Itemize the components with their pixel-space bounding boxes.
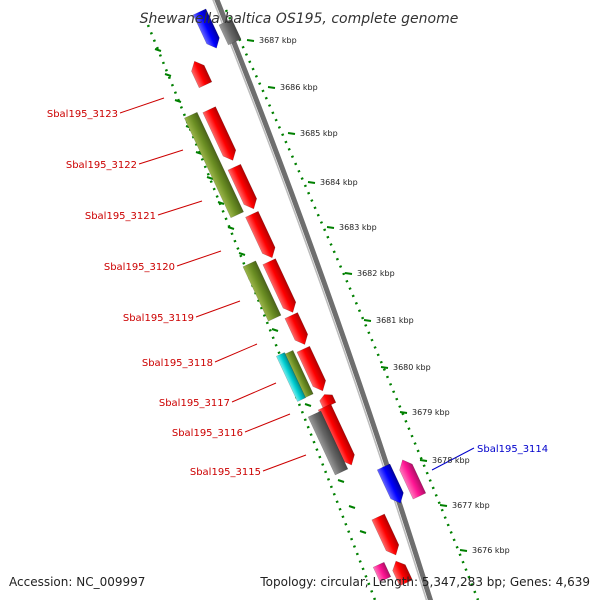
gene-feature-olive[interactable] [242, 260, 282, 322]
gene-feature-cyan[interactable] [276, 352, 306, 402]
gene-label[interactable]: Sbal195_3122 [66, 160, 137, 171]
gene-leader-line [119, 97, 165, 114]
inner-tick-mark [304, 403, 312, 407]
gene-feature-red[interactable] [227, 163, 260, 212]
kbp-tick-mark [439, 504, 448, 507]
gene-leader-line [431, 447, 475, 471]
gene-feature-red[interactable] [284, 312, 311, 348]
gene-feature-pink[interactable] [372, 561, 392, 583]
gene-label[interactable]: Sbal195_3115 [190, 467, 261, 478]
kbp-label: 3683 kbp [339, 223, 377, 232]
backbone-line [214, 0, 434, 600]
inner-tick-mark [238, 252, 246, 256]
inner-tick-mark [217, 201, 225, 205]
gene-leader-line [244, 413, 291, 433]
gene-leader-line [231, 382, 277, 403]
inner-tick-mark [271, 328, 279, 332]
inner-tick-mark [359, 530, 367, 534]
kbp-tick-mark [419, 459, 428, 462]
gene-feature-gray[interactable] [218, 18, 242, 46]
kbp-tick-mark [459, 549, 468, 552]
labels: 3687 kbp 3686 kbp 3685 kbp 3684 kbp 3683 kbp… [47, 36, 548, 555]
gene-label[interactable]: Sbal195_3119 [123, 313, 194, 324]
kbp-tick-mark [246, 39, 255, 42]
gene-feature-red[interactable] [245, 210, 279, 260]
inner-tick-guide [146, 24, 377, 600]
kbp-tick-mark [363, 319, 372, 322]
kbp-label: 3686 kbp [280, 83, 318, 92]
inner-tick-mark [174, 99, 182, 103]
kbp-tick-mark [380, 366, 389, 369]
gene-feature-red[interactable] [371, 513, 402, 558]
gene-label[interactable]: Sbal195_3118 [142, 358, 213, 369]
kbp-tick-mark [344, 272, 353, 275]
gene-label[interactable]: Sbal195_3114 [477, 444, 548, 455]
inner-tick-mark [337, 479, 345, 483]
label-leader-lines [119, 97, 475, 472]
gene-feature-gray[interactable] [307, 410, 349, 476]
inner-tick-mark [348, 505, 356, 509]
gene-feature-blue[interactable] [376, 463, 407, 506]
kbp-tick-mark [287, 132, 296, 135]
kbp-label: 3680 kbp [393, 363, 431, 372]
gene-feature-blue[interactable] [192, 8, 223, 51]
outer-tick-guide [224, 9, 480, 600]
gene-feature-pink[interactable] [396, 457, 427, 500]
inner-tick-mark [164, 73, 172, 77]
map-title: Shewanella baltica OS195, complete genom… [140, 11, 459, 27]
kbp-label: 3687 kbp [259, 36, 297, 45]
gene-label[interactable]: Sbal195_3117 [159, 398, 230, 409]
gene-feature-olive[interactable] [184, 111, 244, 219]
gene-leader-line [262, 454, 307, 472]
gene-feature-red[interactable] [202, 106, 239, 164]
kbp-tick-mark [267, 86, 276, 89]
gene-leader-line [138, 149, 184, 165]
kbp-label: 3685 kbp [300, 129, 338, 138]
inner-tick-mark [206, 176, 214, 180]
gene-label[interactable]: Sbal195_3123 [47, 109, 118, 120]
kbp-label: 3679 kbp [412, 408, 450, 417]
gene-feature-red[interactable] [262, 258, 299, 316]
kbp-tick-mark [307, 181, 316, 184]
kbp-label: 3684 kbp [320, 178, 358, 187]
kbp-tick-mark [399, 411, 408, 414]
gene-feature-red[interactable] [390, 558, 413, 587]
kbp-label: 3677 kbp [452, 501, 490, 510]
genome-backbone [212, 0, 434, 600]
tick-marks [146, 9, 480, 600]
inner-tick-mark [227, 226, 235, 230]
gene-leader-line [157, 200, 203, 216]
gene-feature-red[interactable] [296, 345, 329, 394]
backbone-highlight [212, 0, 428, 600]
gene-leader-line [176, 250, 222, 267]
gene-feature-red[interactable] [188, 58, 213, 89]
gene-label[interactable]: Sbal195_3116 [172, 428, 243, 439]
gene-label[interactable]: Sbal195_3120 [104, 262, 175, 273]
kbp-label: 3676 kbp [472, 546, 510, 555]
accession-text: Accession: NC_009997 [9, 575, 145, 589]
gene-label[interactable]: Sbal195_3121 [85, 211, 156, 222]
kbp-tick-mark [326, 226, 335, 229]
genome-stats-text: Topology: circular; Length: 5,347,283 bp… [259, 575, 590, 589]
gene-leader-line [214, 343, 258, 363]
kbp-label: 3678 kbp [432, 456, 470, 465]
gene-features [184, 8, 427, 587]
gene-leader-line [195, 300, 241, 318]
inner-tick-mark [154, 48, 162, 52]
kbp-label: 3682 kbp [357, 269, 395, 278]
kbp-label: 3681 kbp [376, 316, 414, 325]
